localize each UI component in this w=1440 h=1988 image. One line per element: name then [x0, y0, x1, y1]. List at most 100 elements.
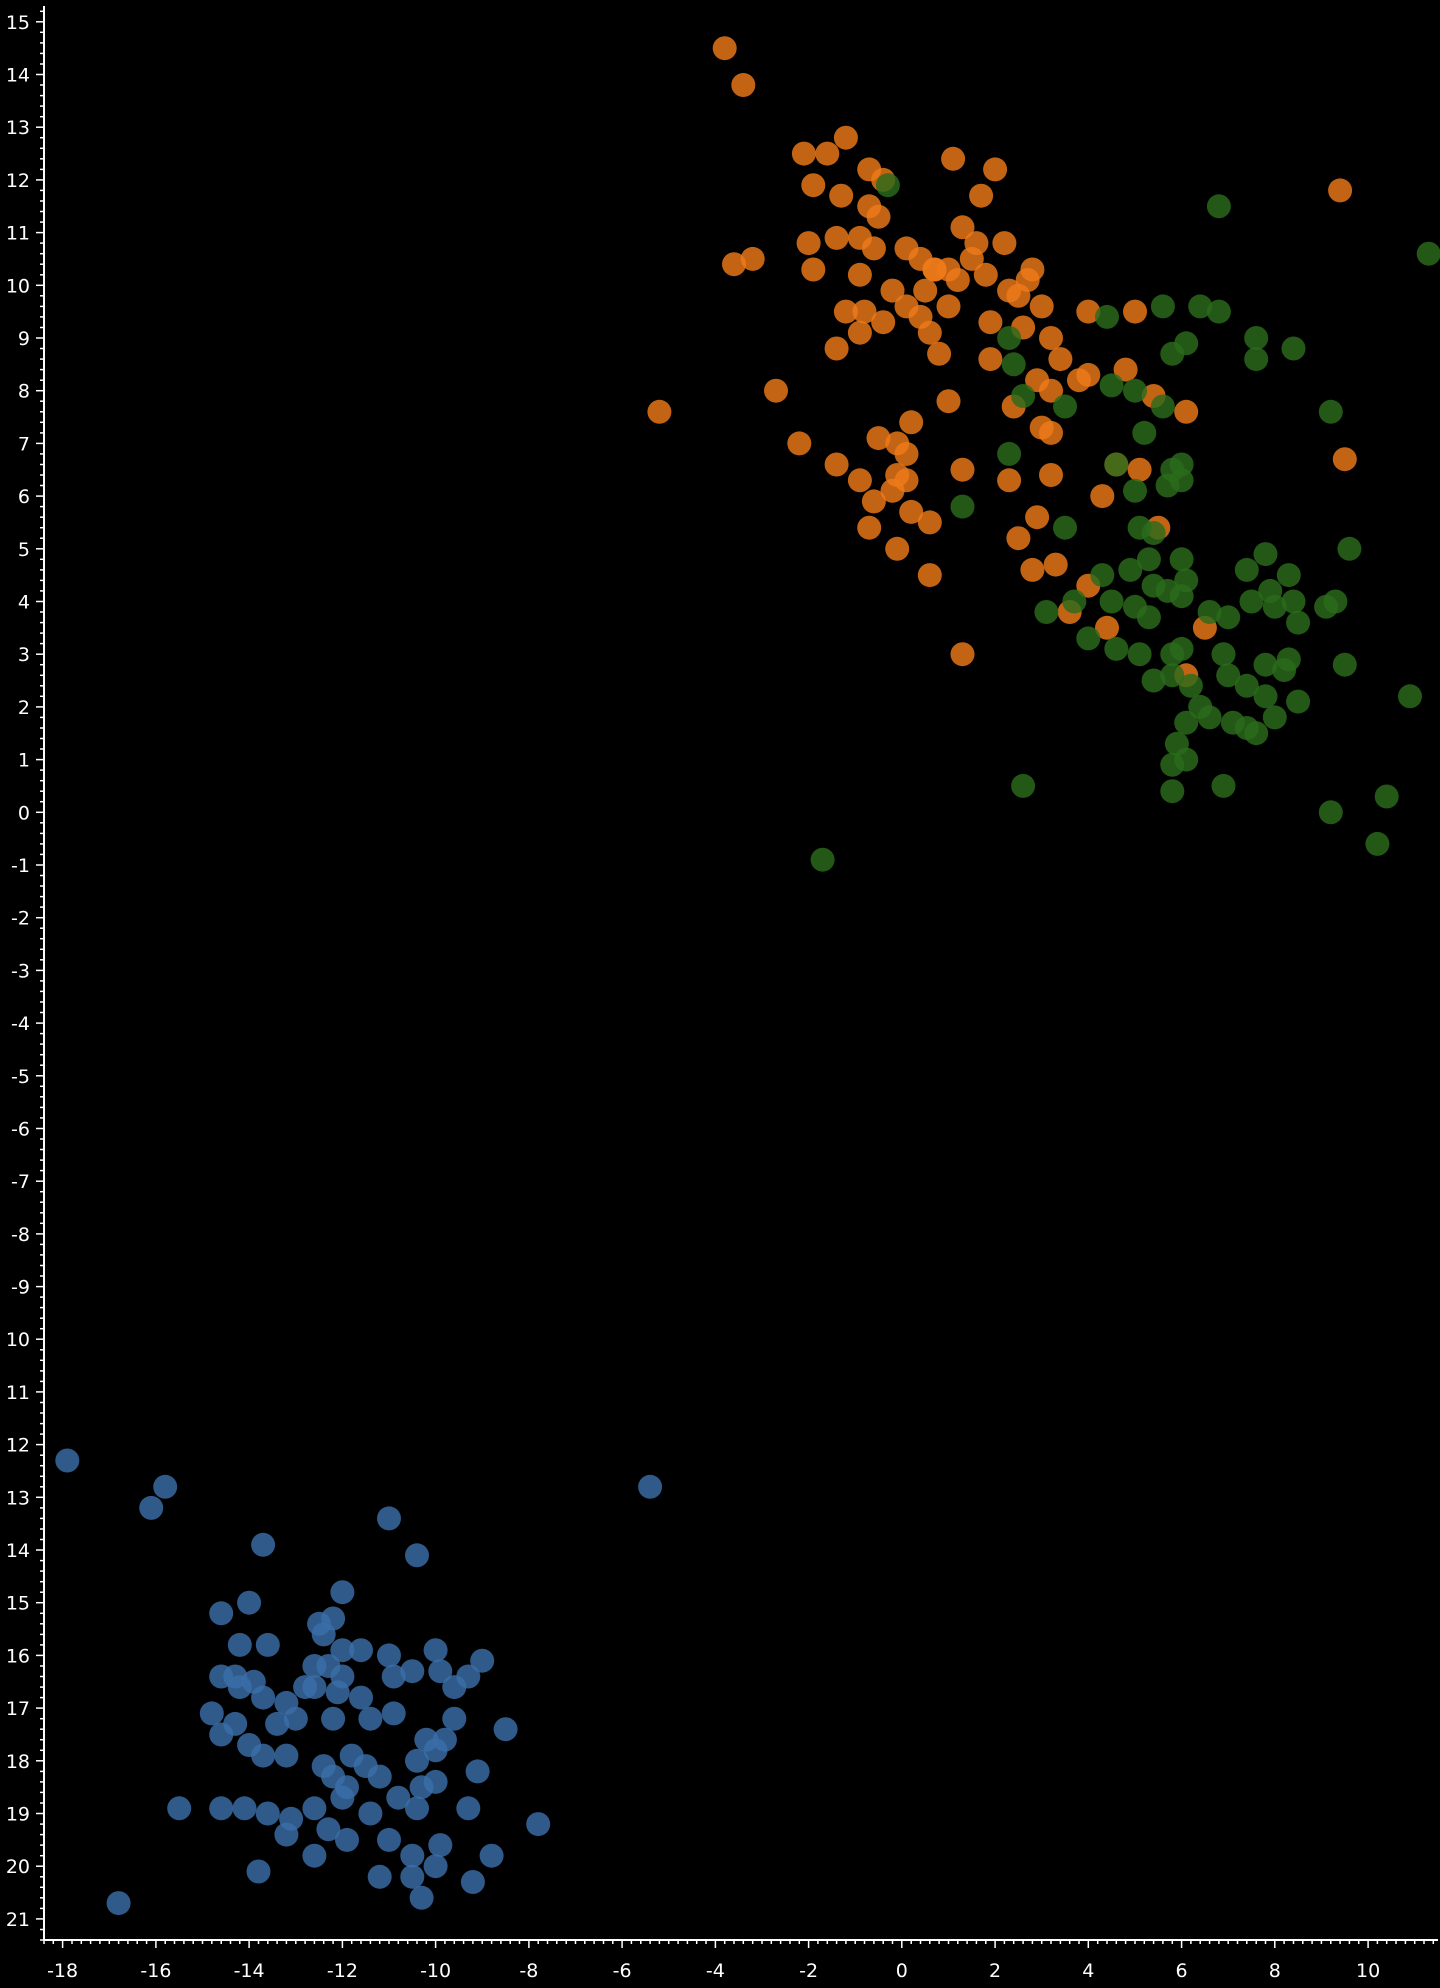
scatter-point-series-1-35	[1253, 542, 1278, 567]
scatter-point-series-2-86	[400, 1864, 425, 1889]
scatter-point-series-1-85	[1174, 747, 1199, 772]
y-tick-label: 11	[6, 1382, 30, 1404]
scatter-point-series-0-44	[978, 310, 1003, 335]
scatter-point-series-2-41	[265, 1711, 290, 1736]
scatter-point-series-2-38	[442, 1675, 467, 1700]
scatter-point-series-0-71	[899, 410, 924, 435]
x-tick-label: -14	[234, 1960, 265, 1982]
scatter-point-series-2-43	[321, 1706, 346, 1731]
x-tick-label: 2	[989, 1960, 1001, 1982]
scatter-point-series-1-19	[1318, 399, 1343, 424]
scatter-point-series-1-3	[1095, 304, 1119, 329]
scatter-point-series-2-2	[139, 1495, 164, 1520]
scatter-point-series-0-58	[647, 399, 672, 424]
scatter-point-series-0-72	[894, 441, 919, 466]
scatter-point-series-1-74	[1286, 689, 1311, 714]
scatter-point-series-2-57	[432, 1727, 457, 1752]
y-tick-label: -7	[11, 1171, 30, 1193]
scatter-point-series-0-74	[1039, 420, 1063, 445]
scatter-point-series-0-62	[1039, 378, 1063, 403]
scatter-point-series-2-48	[209, 1722, 234, 1747]
scatter-point-series-2-90	[279, 1806, 304, 1831]
scatter-point-series-2-70	[386, 1785, 411, 1810]
y-tick-label: 2	[18, 697, 30, 719]
scatter-point-series-2-72	[456, 1796, 481, 1821]
scatter-point-series-2-67	[302, 1796, 327, 1821]
scatter-point-series-0-59	[936, 389, 961, 414]
scatter-point-series-1-56	[1323, 589, 1348, 614]
scatter-point-series-1-61	[1169, 636, 1194, 661]
scatter-point-series-2-64	[209, 1796, 234, 1821]
x-tick-label: 4	[1082, 1960, 1094, 1982]
scatter-point-series-2-7	[330, 1580, 355, 1605]
scatter-point-series-1-45	[1062, 589, 1087, 614]
y-tick-label: -4	[11, 1013, 30, 1035]
scatter-point-series-0-64	[1076, 362, 1101, 387]
scatter-point-series-1-37	[1118, 557, 1143, 582]
y-tick-label: 7	[18, 433, 30, 455]
scatter-point-series-2-27	[400, 1659, 425, 1684]
scatter-point-series-2-35	[325, 1680, 350, 1705]
scatter-point-series-0-57	[764, 378, 788, 403]
scatter-point-series-0-68	[787, 431, 812, 456]
scatter-point-series-0-87	[880, 478, 905, 503]
scatter-point-series-0-79	[950, 457, 975, 482]
scatter-point-series-1-25	[1123, 478, 1147, 503]
scatter-point-series-1-44	[1034, 600, 1059, 624]
scatter-point-series-2-3	[638, 1474, 663, 1499]
scatter-point-series-1-49	[1169, 584, 1194, 609]
y-tick-label: 10	[6, 275, 30, 297]
scatter-point-series-0-19	[861, 236, 886, 261]
scatter-point-series-2-9	[209, 1601, 234, 1626]
scatter-point-series-1-48	[1136, 605, 1161, 630]
x-tick-label: 0	[896, 1960, 908, 1982]
scatter-point-series-0-90	[917, 510, 942, 535]
y-tick-label: 1	[18, 750, 30, 772]
scatter-point-series-0-38	[833, 299, 858, 324]
scatter-point-series-1-82	[1174, 710, 1199, 735]
scatter-point-series-0-40	[871, 310, 896, 335]
scatter-point-series-0-76	[847, 468, 872, 493]
scatter-point-series-0-3	[815, 141, 840, 166]
scatter-point-series-2-55	[405, 1748, 429, 1773]
scatter-point-series-2-6	[251, 1532, 276, 1557]
scatter-point-series-0-85	[1332, 447, 1357, 472]
y-tick-label: 15	[6, 1593, 30, 1615]
scatter-point-series-0-49	[824, 336, 849, 361]
points-layer	[55, 36, 1440, 1916]
scatter-point-series-1-46	[1099, 589, 1124, 614]
scatter-point-series-2-15	[330, 1638, 355, 1663]
scatter-point-series-0-51	[917, 320, 942, 345]
scatter-point-series-2-88	[409, 1885, 434, 1910]
y-tick-label: 17	[6, 1698, 30, 1720]
y-tick-label: -2	[11, 908, 30, 930]
scatter-point-series-1-34	[1169, 547, 1194, 572]
scatter-point-series-0-47	[1076, 299, 1101, 324]
y-tick-label: 9	[18, 328, 30, 350]
scatter-point-series-2-78	[377, 1827, 401, 1852]
scatter-point-series-1-33	[1136, 547, 1161, 572]
scatter-point-series-2-74	[526, 1812, 551, 1837]
scatter-point-series-1-28	[950, 494, 975, 519]
scatter-point-series-1-1	[1416, 241, 1440, 266]
scatter-point-series-2-12	[311, 1622, 336, 1647]
scatter-point-series-2-83	[479, 1843, 504, 1868]
scatter-point-series-2-16	[349, 1638, 373, 1663]
x-tick-label: -8	[519, 1960, 538, 1982]
scatter-point-series-0-53	[978, 347, 1003, 372]
scatter-point-series-0-65	[1113, 357, 1138, 382]
scatter-point-series-2-69	[358, 1801, 383, 1826]
scatter-point-series-0-80	[997, 468, 1022, 493]
y-tick-label: 6	[18, 486, 30, 508]
scatter-point-series-0-89	[899, 499, 924, 524]
y-tick-label: 0	[18, 802, 30, 824]
scatter-point-series-0-9	[801, 173, 826, 198]
scatter-point-series-1-87	[1211, 773, 1236, 798]
scatter-point-series-2-0	[55, 1448, 80, 1473]
scatter-point-series-0-48	[1123, 299, 1147, 324]
scatter-point-series-2-80	[302, 1843, 327, 1868]
scatter-point-series-1-20	[1132, 420, 1157, 445]
scatter-point-series-0-104	[922, 257, 947, 282]
scatter-point-series-2-13	[227, 1632, 252, 1657]
scatter-point-series-0-92	[1006, 526, 1031, 551]
